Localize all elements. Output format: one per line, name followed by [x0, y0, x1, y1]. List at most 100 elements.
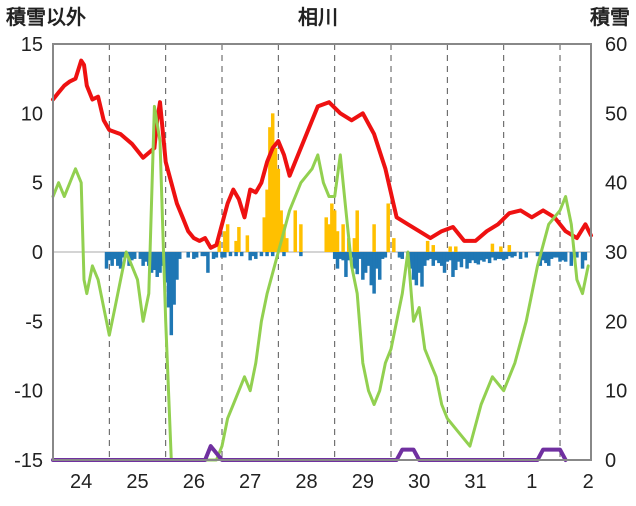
bar-negative: [468, 252, 472, 264]
bar-negative: [251, 252, 255, 257]
bar-negative: [104, 252, 109, 269]
bar-negative: [200, 252, 205, 257]
bar-negative: [490, 252, 495, 258]
y-left-tick-label: 5: [32, 173, 43, 195]
bar-precip: [448, 246, 452, 252]
bar-negative: [580, 252, 585, 269]
bar-negative: [259, 252, 264, 257]
x-tick-label: 27: [239, 471, 261, 493]
bar-negative: [397, 252, 402, 258]
bar-precip: [234, 240, 238, 252]
bar-precip: [285, 238, 289, 252]
bar-negative: [583, 252, 588, 261]
bar-negative: [211, 252, 216, 259]
bar-precip: [352, 238, 357, 252]
bar-negative: [499, 252, 503, 259]
bar-negative: [470, 252, 475, 261]
bar-negative: [141, 252, 145, 266]
bar-precip: [282, 224, 286, 252]
bar-negative: [220, 252, 224, 258]
bar-negative: [347, 252, 351, 261]
bar-negative: [203, 252, 207, 257]
bar-negative: [552, 252, 557, 258]
bar-precip: [276, 168, 281, 252]
bar-negative: [507, 252, 512, 257]
bar-negative: [248, 252, 252, 261]
bar-negative: [434, 252, 438, 261]
bar-negative: [417, 252, 421, 273]
bar-negative: [155, 252, 159, 277]
bar-precip: [425, 240, 430, 252]
bar-negative: [194, 252, 199, 258]
bar-negative: [107, 252, 112, 261]
bar-negative: [361, 252, 365, 280]
bar-negative: [299, 252, 303, 257]
bar-negative: [228, 252, 233, 257]
y-axis-right-label: 積雪: [590, 6, 630, 29]
bar-negative: [558, 252, 562, 262]
y-left-tick-label: -5: [25, 311, 43, 333]
bar-negative: [335, 252, 340, 269]
bar-negative: [270, 252, 275, 257]
bar-negative: [513, 252, 517, 257]
bar-negative: [462, 252, 466, 259]
bar-negative: [366, 252, 371, 266]
bar-negative: [544, 252, 548, 264]
x-tick-label: 26: [183, 471, 205, 493]
bar-negative: [214, 252, 219, 258]
bar-negative: [380, 252, 385, 259]
bar-negative: [448, 252, 452, 261]
bar-precip: [392, 238, 396, 252]
y-right-tick-label: 40: [605, 173, 627, 195]
bar-negative: [501, 252, 506, 261]
bar-negative: [175, 252, 179, 280]
bar-negative: [169, 252, 174, 336]
bar-negative: [355, 252, 359, 275]
bar-negative: [496, 252, 500, 259]
bar-precip: [217, 240, 221, 252]
bar-negative: [344, 252, 348, 277]
bar-negative: [569, 252, 574, 266]
series-line-red: [51, 58, 593, 250]
bar-precip: [499, 246, 503, 252]
bar-negative: [408, 252, 413, 269]
y-left-tick-label: 0: [32, 242, 43, 264]
bar-negative: [454, 252, 458, 271]
bars-layer: [104, 113, 588, 336]
bar-negative: [363, 252, 368, 273]
y-left-tick-label: -15: [14, 450, 43, 472]
bar-negative: [439, 252, 444, 266]
bar-precip: [268, 127, 272, 252]
bar-precip: [355, 210, 359, 252]
y-right-tick-label: 0: [605, 450, 616, 472]
bar-negative: [487, 252, 492, 264]
bar-negative: [377, 252, 382, 280]
bar-negative: [425, 252, 430, 261]
y-right-tick-label: 60: [605, 34, 627, 56]
bar-negative: [121, 252, 126, 258]
bar-negative: [358, 252, 362, 259]
bar-negative: [130, 252, 134, 261]
bar-negative: [541, 252, 545, 261]
bar-negative: [535, 252, 540, 257]
bar-precip: [225, 224, 230, 252]
bar-negative: [473, 252, 478, 264]
bar-negative: [282, 252, 286, 257]
bar-precip: [293, 210, 297, 252]
plot-frame: [52, 43, 592, 461]
y-right-tick-label: 20: [605, 311, 627, 333]
bar-negative: [186, 252, 190, 258]
bar-negative: [172, 252, 176, 305]
bar-precip: [372, 224, 376, 252]
bar-negative: [465, 252, 469, 269]
bar-negative: [459, 252, 464, 268]
bar-precip: [332, 210, 337, 252]
bar-negative: [485, 252, 489, 259]
bar-precip: [279, 210, 283, 252]
bar-negative: [132, 252, 137, 259]
bar-negative: [563, 252, 568, 262]
bar-precip: [454, 246, 458, 252]
bar-negative: [479, 252, 483, 261]
